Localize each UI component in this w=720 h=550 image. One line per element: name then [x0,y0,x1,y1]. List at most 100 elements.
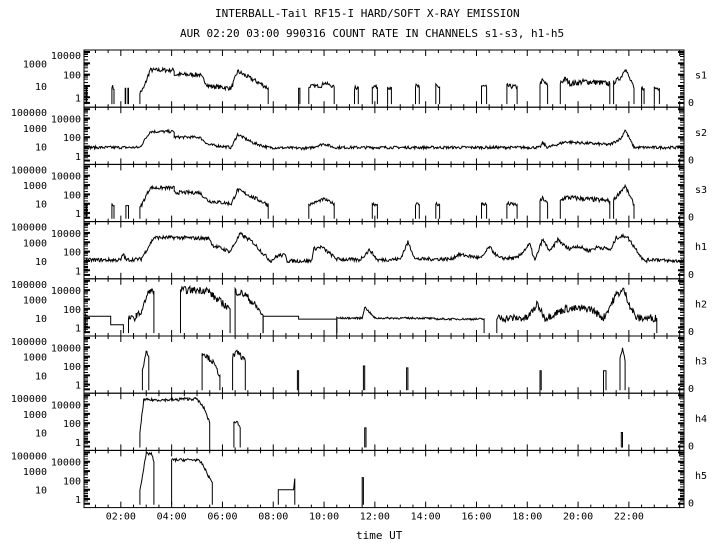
y-tick-label: 100 [63,476,81,487]
series-s1-segment [387,86,392,105]
series-h3-segment [141,350,150,391]
series-s3-segment [415,202,420,219]
y-tick-label: 100 [63,71,81,82]
series-h3-segment [201,353,221,391]
y-tick-label: 1 [75,209,81,220]
series-h2-segment [496,287,658,334]
series-s1-segment [127,87,129,105]
series-s1-segment [641,85,645,105]
panel-frame [83,49,685,108]
x-axis-label: time UT [356,529,403,542]
panel-label: h1 [695,242,707,253]
x-tick-label: 10:00 [309,512,339,523]
series-s1-segment [139,66,269,105]
y-tick-label: 1000 [23,124,47,135]
y-tick-label: 10000 [51,286,81,297]
y-tick-label: 10 [35,429,47,440]
y-tick-label: 10000 [51,115,81,126]
y-tick-label: 1000 [23,467,47,478]
chart-title: INTERBALL-Tail RF15-I HARD/SOFT X-RAY EM… [215,7,520,20]
y-tick-label: 10000 [51,343,81,354]
y-tick-label: 1 [75,93,81,104]
series-h4-segment [364,427,367,448]
x-tick-label: 02:00 [106,512,136,523]
y-tick-label: 100000 [11,223,47,234]
y-tick-label: 10 [35,257,47,268]
series-s1-segment [506,82,518,105]
y-tick-label: 10000 [51,51,81,62]
y-tick-label: 0 [688,155,694,166]
panel-label: s1 [695,71,707,82]
series-s3-segment [85,204,88,219]
panel-label: s2 [695,128,707,139]
series-s3-segment [125,205,129,219]
y-tick-label: 10 [35,486,47,497]
series-s1-segment [539,78,549,105]
y-tick-label: 100000 [11,451,47,462]
y-tick-label: 1 [75,381,81,392]
series-s3-segment [506,200,518,219]
series-h3-segment [362,365,366,391]
series-h5-segment [361,477,364,505]
series-s1-segment [559,76,611,105]
y-tick-label: 0 [688,327,694,338]
series-s2-segment [83,128,685,162]
x-tick-label: 08:00 [258,512,288,523]
panel-frame [83,392,685,451]
series-s3-segment [559,194,611,219]
y-tick-label: 0 [688,98,694,109]
x-tick-label: 12:00 [360,512,390,523]
series-h2-segment [262,315,338,334]
series-h5-segment [139,451,155,505]
panel-frame [83,449,685,509]
series-s1-segment [124,87,127,105]
y-tick-label: 100 [63,133,81,144]
series-h2-segment [84,313,124,334]
panel-frame [83,335,685,394]
y-tick-label: 10 [35,82,47,93]
series-s3-segment [308,197,335,219]
series-h4-segment [620,432,623,448]
y-tick-label: 1000 [23,353,47,364]
y-tick-label: 0 [688,384,694,395]
y-tick-label: 100 [63,305,81,316]
series-h4-segment [233,420,241,448]
y-tick-label: 1000 [23,238,47,249]
y-tick-label: 100000 [11,108,47,119]
series-h5-segment [277,478,296,505]
y-tick-label: 10 [35,314,47,325]
panel-frame [83,163,685,223]
series-h4-segment [139,396,211,448]
y-tick-label: 1 [75,495,81,506]
x-tick-label: 20:00 [563,512,593,523]
y-tick-label: 100 [63,190,81,201]
series-s3-segment [613,183,635,219]
y-tick-label: 10000 [51,229,81,240]
series-s3-segment [111,203,115,219]
y-tick-label: 1 [75,152,81,163]
x-tick-label: 16:00 [461,512,491,523]
y-tick-label: 100 [63,419,81,430]
y-tick-label: 100000 [11,280,47,291]
panel-frame [83,278,685,337]
x-tick-label: 22:00 [614,512,644,523]
series-s3-segment [139,184,269,219]
series-s1-segment [85,86,88,105]
series-s3-segment [481,201,488,219]
series-h2-segment [180,284,231,334]
series-s1-segment [415,83,420,105]
y-tick-label: 100 [63,248,81,259]
y-tick-label: 10 [35,200,47,211]
y-tick-label: 1000 [23,295,47,306]
series-h1-segment [83,231,685,276]
series-s1-segment [435,82,441,105]
x-tick-label: 04:00 [157,512,187,523]
y-tick-label: 1 [75,438,81,449]
y-tick-label: 10 [35,143,47,154]
series-s3-segment [435,201,441,219]
panel-label: s3 [695,185,707,196]
